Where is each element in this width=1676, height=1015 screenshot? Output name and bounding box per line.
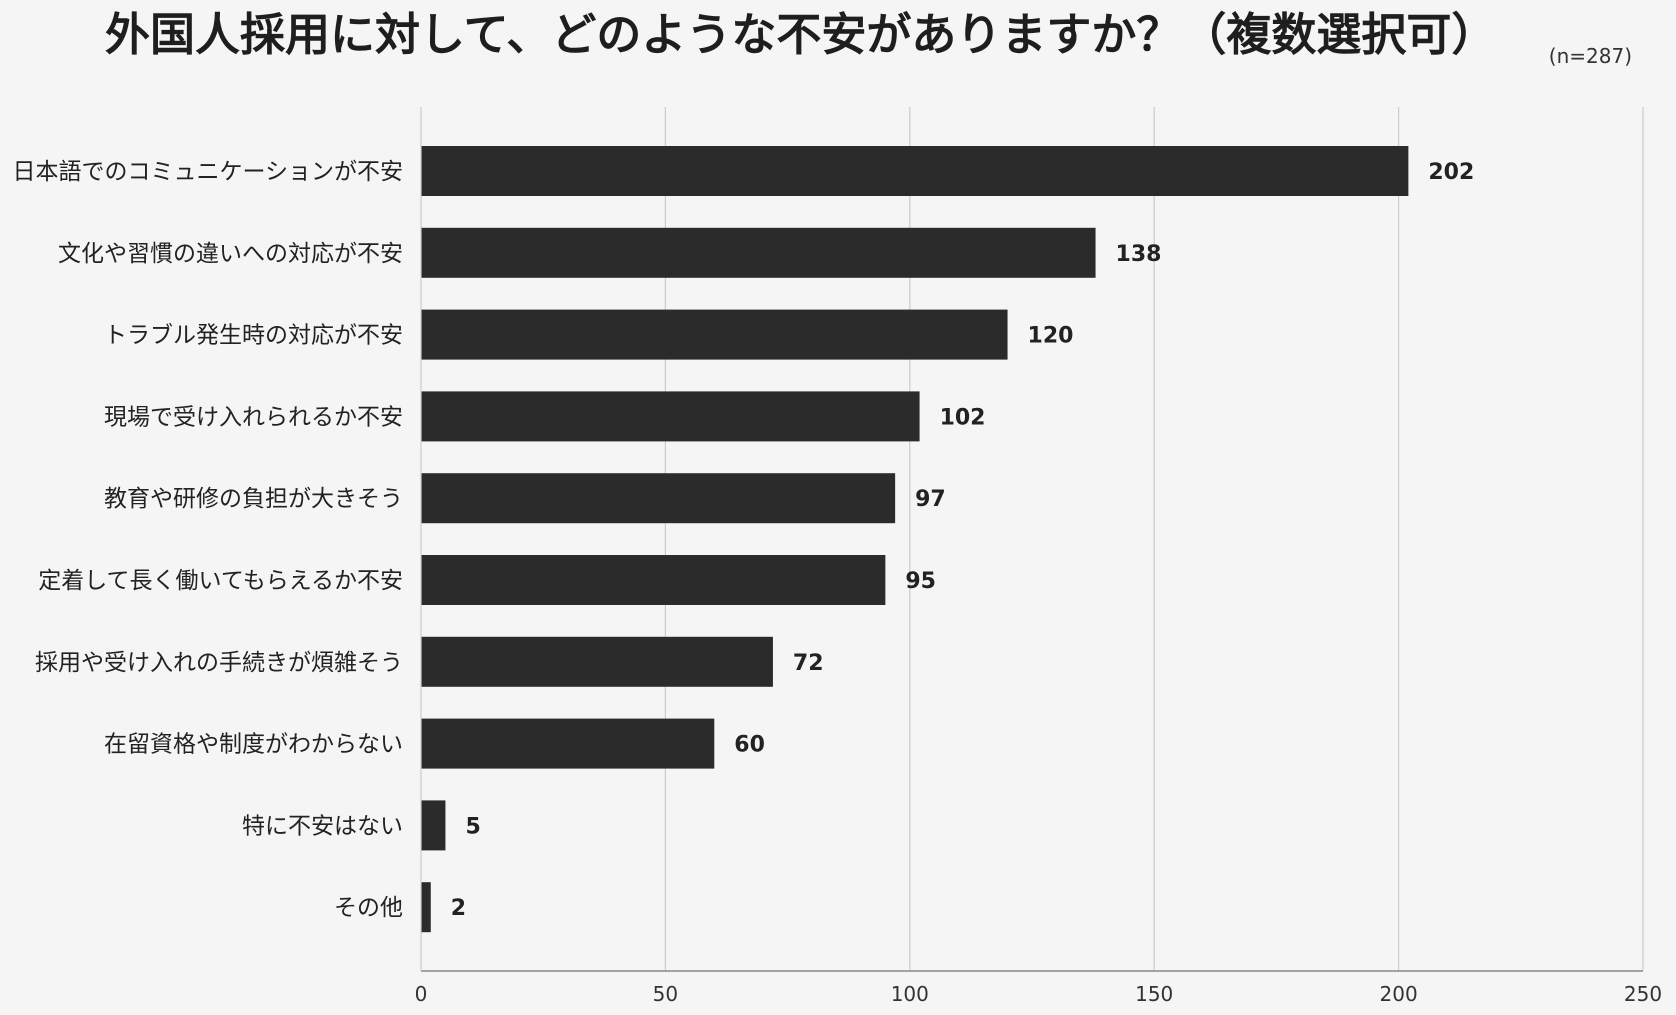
bars (421, 146, 1409, 933)
category-label: 定着して長く働いてもらえるか不安 (38, 568, 403, 594)
category-label: 採用や受け入れの手続きが煩雑そう (35, 650, 403, 676)
data-label: 202 (1428, 160, 1474, 185)
bar (421, 555, 886, 605)
data-label: 72 (793, 651, 824, 676)
x-tick-label: 0 (415, 982, 428, 1006)
x-tick-label: 100 (891, 982, 929, 1006)
data-label: 102 (940, 405, 986, 430)
chart-title: 外国人採用に対して、どのような不安がありますか？（複数選択可） (105, 8, 1497, 61)
bar (421, 309, 1008, 360)
data-label: 97 (915, 487, 946, 512)
bar (421, 882, 431, 933)
category-label: その他 (334, 895, 403, 921)
category-label: 教育や研修の負担が大きそう (104, 486, 403, 512)
x-axis: 0 50 100 150 200 250 (415, 107, 1662, 1006)
bar (421, 227, 1096, 278)
data-label: 60 (734, 733, 765, 758)
data-label: 2 (451, 896, 466, 921)
data-label: 120 (1028, 324, 1074, 349)
data-label: 138 (1116, 242, 1162, 267)
bar (421, 146, 1409, 196)
data-label: 5 (465, 814, 480, 839)
bar (421, 718, 715, 769)
x-tick-label: 200 (1380, 982, 1418, 1006)
bar (421, 636, 773, 687)
x-tick-label: 250 (1624, 982, 1662, 1006)
x-tick-label: 50 (653, 982, 678, 1006)
category-label: 特に不安はない (242, 813, 403, 839)
category-label: 文化や習慣の違いへの対応が不安 (58, 241, 403, 267)
category-label: 日本語でのコミュニケーションが不安 (12, 159, 403, 185)
bar (421, 473, 896, 524)
labels: 日本語でのコミュニケーションが不安 202 文化や習慣の違いへの対応が不安 138 トラ… (12, 159, 1474, 921)
category-label: トラブル発生時の対応が不安 (104, 323, 403, 349)
x-tick-label: 150 (1135, 982, 1173, 1006)
bar (421, 391, 920, 442)
sample-size-note: (n=287) (1548, 44, 1632, 68)
category-label: 現場で受け入れられるか不安 (104, 404, 403, 430)
data-label: 95 (905, 569, 936, 594)
category-label: 在留資格や制度がわからない (104, 732, 403, 758)
bar (421, 800, 446, 851)
